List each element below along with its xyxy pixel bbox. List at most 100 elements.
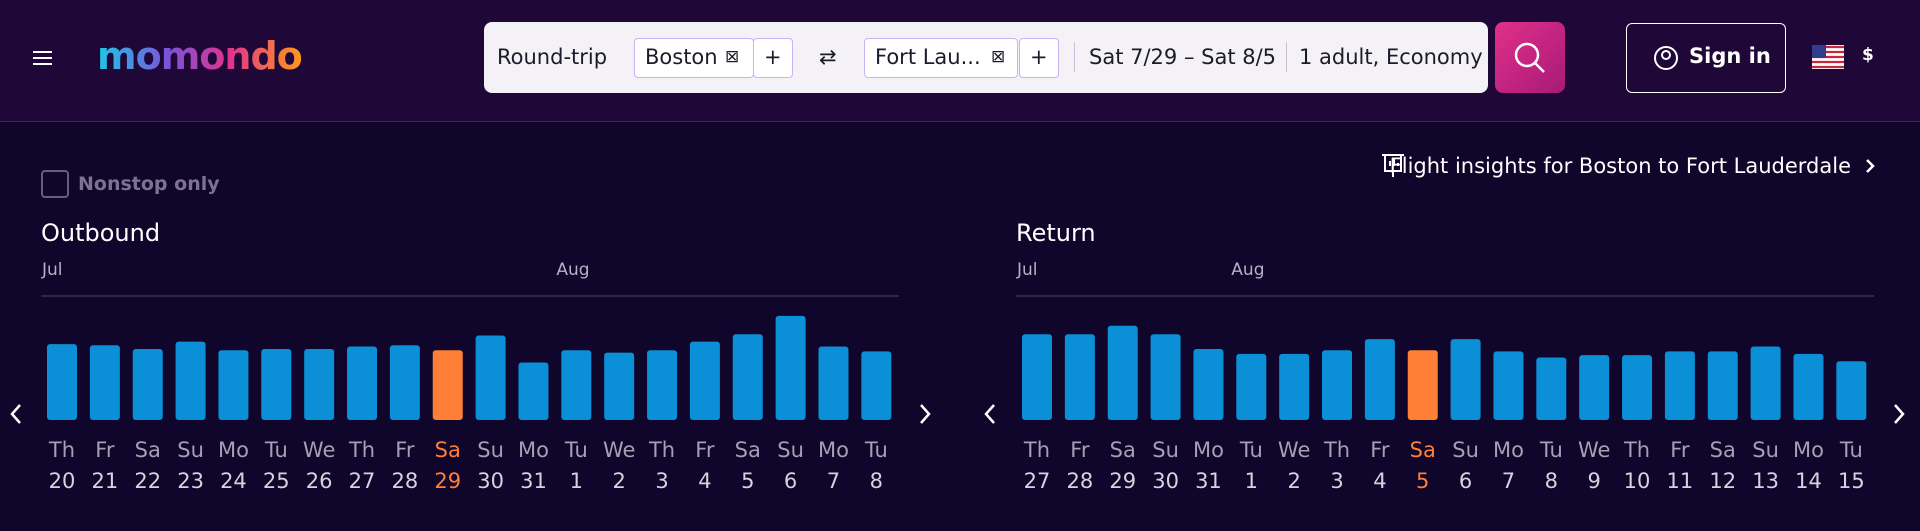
insights-link[interactable]: Flight insights for Boston to Fort Laude… [1390,154,1851,178]
bar[interactable] [1022,334,1052,420]
bar[interactable] [1493,351,1524,420]
nonstop-checkbox[interactable] [41,170,69,198]
bar[interactable] [861,351,892,420]
logo[interactable]: momondo [97,34,303,78]
sign-in[interactable]: Sign in [1689,44,1771,68]
bar[interactable] [1664,351,1695,420]
swap-icon[interactable]: ⇄ [819,45,837,69]
date-label: 13 [1752,469,1779,493]
next-arrow[interactable] [920,404,931,424]
trip-type[interactable]: Round-trip [497,45,608,69]
next-arrow[interactable] [1894,404,1905,424]
bar[interactable] [132,348,163,420]
bar[interactable] [1836,361,1867,420]
remove-icon[interactable]: ⊠ [991,47,1006,67]
day-label: Sa [435,438,461,462]
bar[interactable] [1793,353,1824,420]
bar[interactable] [1450,339,1481,420]
day-label: Mo [818,438,849,462]
header: momondo Round-trip Boston ⊠ + ⇄ Fort Lau… [0,0,1920,122]
date-label: 10 [1624,469,1651,493]
bar[interactable] [1750,346,1781,420]
bar[interactable] [89,345,120,420]
bar[interactable] [1150,334,1181,420]
date-label: 8 [1545,469,1558,493]
insights-chevron[interactable] [1866,159,1875,173]
origin-chip[interactable] [634,38,754,78]
date-label: 30 [477,469,504,493]
add-destination[interactable] [1019,38,1059,78]
bar[interactable] [1579,355,1610,420]
date-label: 5 [741,469,754,493]
bar[interactable] [218,350,249,420]
bar[interactable] [47,344,77,420]
day-label: Sa [1110,438,1136,462]
bar[interactable] [1622,355,1653,420]
day-label: Sa [135,438,161,462]
bar[interactable] [561,350,592,420]
sign-in-button[interactable]: Sign in [1626,23,1786,93]
bar[interactable] [1193,348,1224,420]
bar[interactable] [347,346,378,420]
bar[interactable] [818,346,849,420]
month-label: Jul [41,260,63,280]
nonstop-label[interactable]: Nonstop only [78,173,220,195]
day-label: Su [1452,438,1479,462]
bar[interactable] [304,348,335,420]
bar[interactable] [261,348,292,420]
day-label: We [1278,438,1310,462]
day-label: Fr [1070,438,1090,462]
plus-icon[interactable]: + [1030,45,1048,69]
day-label: Fr [1370,438,1390,462]
origin[interactable]: Boston [645,45,718,69]
bar[interactable] [475,335,506,420]
bar[interactable] [1322,350,1353,420]
bar[interactable] [732,334,763,420]
date-label: 9 [1587,469,1600,493]
bar[interactable] [1107,325,1138,420]
date-label: 23 [177,469,204,493]
bar[interactable] [1279,353,1310,420]
day-label: Mo [1493,438,1524,462]
bar[interactable] [1707,351,1738,420]
prev-arrow[interactable] [984,404,995,424]
date-label: 28 [1066,469,1093,493]
bar[interactable] [689,341,720,420]
destination[interactable]: Fort Lau... [875,45,981,69]
date-label: 20 [49,469,76,493]
currency[interactable]: $ [1862,45,1874,65]
date-label: 15 [1838,469,1865,493]
bar[interactable] [1536,357,1567,420]
bar[interactable] [518,362,549,420]
day-label: Mo [1793,438,1824,462]
flag[interactable] [1812,45,1844,69]
bar[interactable] [604,352,635,420]
bar[interactable] [432,350,463,420]
date-label: 29 [434,469,461,493]
plus-icon[interactable]: + [764,45,782,69]
prev-arrow[interactable] [10,404,21,424]
date-label: 2 [612,469,625,493]
day-label: Su [177,438,204,462]
day-label: We [1578,438,1610,462]
bar[interactable] [1064,334,1095,420]
destination-chip[interactable] [864,38,1018,78]
date-label: 27 [1024,469,1051,493]
dates[interactable]: Sat 7/29 – Sat 8/5 [1089,45,1277,69]
add-origin[interactable] [753,38,793,78]
bar[interactable] [1407,350,1438,420]
date-label: 1 [1245,469,1258,493]
menu-icon[interactable] [33,50,53,66]
bar[interactable] [1236,353,1267,420]
bar[interactable] [389,345,420,420]
bar[interactable] [1364,339,1395,420]
date-label: 12 [1709,469,1736,493]
search-button[interactable] [1495,22,1565,93]
travelers[interactable]: 1 adult, Economy [1299,45,1483,69]
day-label: We [603,438,635,462]
bar[interactable] [647,350,678,420]
bar[interactable] [175,341,206,420]
remove-icon[interactable]: ⊠ [725,47,740,67]
bar[interactable] [775,315,806,420]
